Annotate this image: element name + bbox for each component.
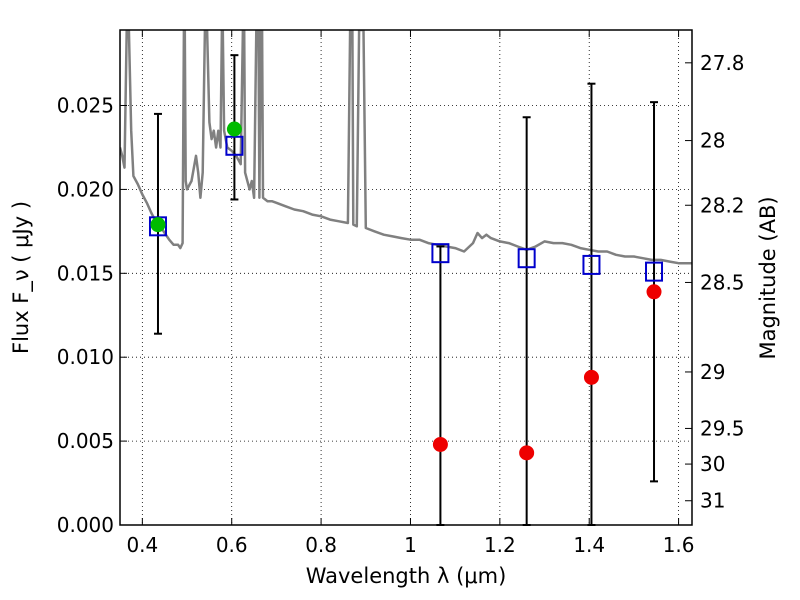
right-tick-label: 29.5 — [700, 416, 745, 440]
plot-frame — [119, 29, 693, 526]
right-tick-label: 28.5 — [700, 270, 745, 294]
x-tick-label: 0.6 — [216, 533, 248, 557]
model-flux-square — [225, 135, 244, 156]
observed-flux-point — [432, 436, 448, 452]
y-tick-label: 0.015 — [57, 261, 114, 285]
model-flux-square — [517, 248, 536, 269]
model-flux-square — [431, 243, 450, 264]
y-tick-label: 0.005 — [57, 429, 114, 453]
y-tick-label: 0.025 — [57, 94, 114, 118]
y-tick-label: 0.020 — [57, 177, 114, 201]
right-tick-label: 28.2 — [700, 193, 745, 217]
x-tick-label: 1 — [404, 533, 417, 557]
observed-flux-point — [519, 445, 535, 461]
right-tick-label: 28 — [700, 129, 725, 153]
x-axis-label: Wavelength λ (μm) — [306, 564, 507, 588]
x-tick-label: 0.4 — [126, 533, 158, 557]
model-flux-square — [582, 254, 601, 275]
observed-flux-point — [226, 121, 242, 137]
data-markers — [148, 121, 664, 461]
grid — [120, 30, 692, 525]
right-tick-label: 31 — [700, 489, 725, 513]
observed-flux-point — [583, 369, 599, 385]
right-tick-label: 30 — [700, 452, 725, 476]
x-tick-label: 1.2 — [484, 533, 516, 557]
right-axis-label: Magnitude (AB) — [756, 196, 780, 359]
right-tick-label: 29 — [700, 360, 725, 384]
model-spectrum — [120, 30, 692, 265]
observed-flux-point — [150, 217, 166, 233]
tick-labels: 0.4 0.6 0.8 1 1.2 1.4 1.6 0.000 0.005 0.010 0.015 0… — [57, 51, 745, 557]
y-tick-label: 0.000 — [57, 513, 114, 537]
y-tick-label: 0.010 — [57, 345, 114, 369]
x-tick-label: 1.4 — [573, 533, 605, 557]
x-tick-label: 0.8 — [305, 533, 337, 557]
right-tick-label: 27.8 — [700, 51, 745, 75]
ticks — [120, 30, 692, 526]
y-axis-label: Flux F_ν ( μJy ) — [9, 201, 34, 354]
model-flux-square — [645, 261, 664, 282]
observed-flux-point — [646, 284, 662, 300]
spectrum-line — [120, 30, 692, 265]
x-tick-label: 1.6 — [663, 533, 695, 557]
